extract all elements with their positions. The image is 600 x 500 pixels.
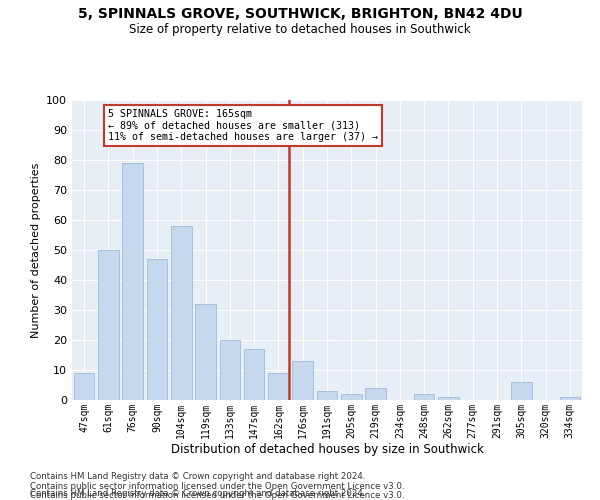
Bar <box>171 226 191 400</box>
Bar <box>195 304 216 400</box>
Bar <box>220 340 240 400</box>
Bar <box>317 391 337 400</box>
Bar <box>122 163 143 400</box>
Text: Size of property relative to detached houses in Southwick: Size of property relative to detached ho… <box>129 22 471 36</box>
Bar <box>268 373 289 400</box>
Y-axis label: Number of detached properties: Number of detached properties <box>31 162 41 338</box>
Bar <box>341 394 362 400</box>
Bar <box>560 397 580 400</box>
Text: Contains public sector information licensed under the Open Government Licence v3: Contains public sector information licen… <box>30 491 404 500</box>
Bar <box>244 349 265 400</box>
Text: 5, SPINNALS GROVE, SOUTHWICK, BRIGHTON, BN42 4DU: 5, SPINNALS GROVE, SOUTHWICK, BRIGHTON, … <box>77 8 523 22</box>
Text: Contains public sector information licensed under the Open Government Licence v3: Contains public sector information licen… <box>30 482 404 491</box>
Text: Contains HM Land Registry data © Crown copyright and database right 2024.: Contains HM Land Registry data © Crown c… <box>30 472 365 481</box>
Bar <box>365 388 386 400</box>
Bar <box>146 259 167 400</box>
Bar <box>292 361 313 400</box>
Text: Distribution of detached houses by size in Southwick: Distribution of detached houses by size … <box>170 442 484 456</box>
Bar <box>438 397 459 400</box>
Bar <box>414 394 434 400</box>
Bar <box>74 373 94 400</box>
Text: 5 SPINNALS GROVE: 165sqm
← 89% of detached houses are smaller (313)
11% of semi-: 5 SPINNALS GROVE: 165sqm ← 89% of detach… <box>109 109 379 142</box>
Bar <box>511 382 532 400</box>
Text: Contains HM Land Registry data © Crown copyright and database right 2024.: Contains HM Land Registry data © Crown c… <box>30 488 365 498</box>
Bar <box>98 250 119 400</box>
